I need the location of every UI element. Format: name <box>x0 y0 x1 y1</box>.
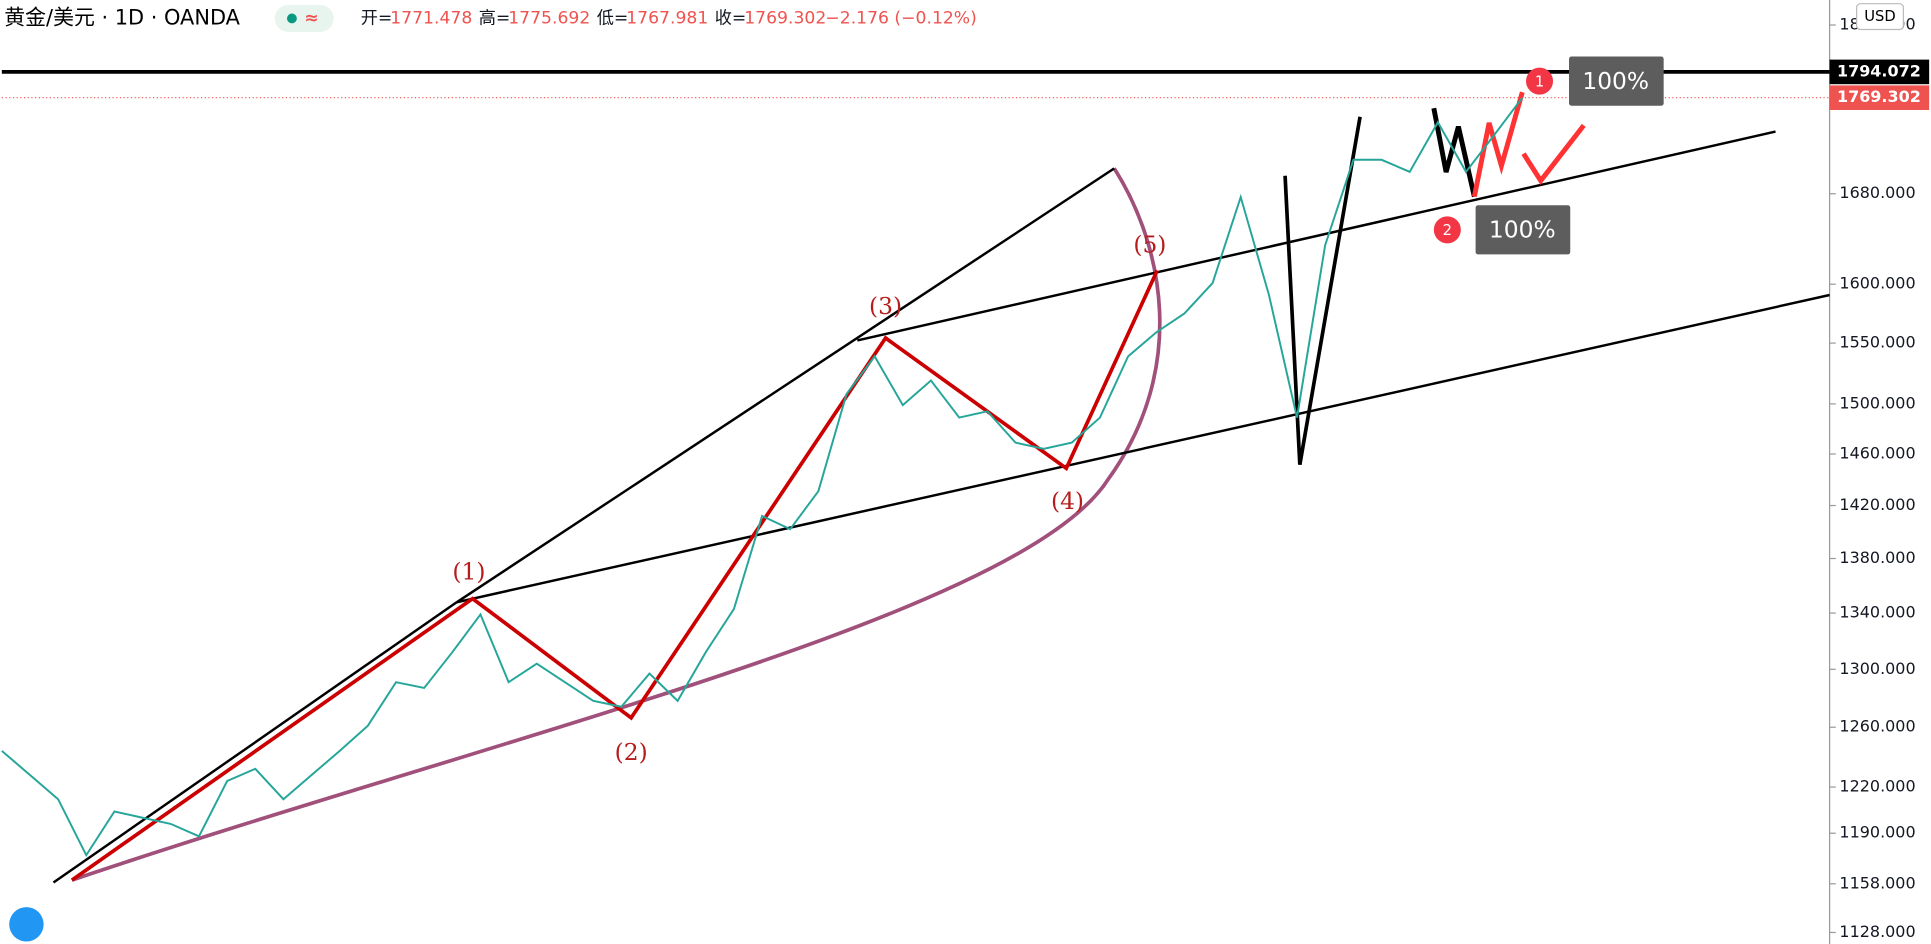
wave-label: (5) <box>1133 230 1166 258</box>
y-tick-label: 1220.000 <box>1839 777 1915 796</box>
price-label: 1769.302 <box>1837 87 1921 106</box>
ohlc-value: 1767.981 <box>626 8 708 28</box>
price-label-box <box>1829 59 1930 85</box>
y-tick-label: 1158.000 <box>1839 873 1915 892</box>
logo[interactable] <box>9 907 44 942</box>
ohlc-value: 1771.478 <box>390 8 472 28</box>
wave-path <box>70 269 1159 882</box>
price-axis-panel <box>1829 0 1930 944</box>
y-tick-label: 1680.000 <box>1839 183 1915 202</box>
trend-line <box>455 167 1115 604</box>
change: −2.176 (−0.12%) <box>825 8 976 28</box>
y-tick-label: 1380.000 <box>1839 548 1915 567</box>
wave-label: (1) <box>452 557 485 585</box>
target-label: 100% <box>1582 67 1649 95</box>
ohlc-label: 收= <box>715 8 747 28</box>
trend-line <box>52 601 458 884</box>
target-badge <box>1526 67 1554 95</box>
ohlc-label: 开= <box>361 8 393 28</box>
channel-line <box>456 293 1830 604</box>
zigzag <box>1283 116 1362 465</box>
target-label: 100% <box>1489 216 1556 244</box>
currency-box <box>1856 3 1904 31</box>
wave-label: (3) <box>869 292 902 320</box>
y-tick-label: 1300.000 <box>1839 659 1915 678</box>
status-icon: ≈ <box>304 8 318 28</box>
y-tick-label: 1190.000 <box>1839 823 1915 842</box>
target-badge-number: 2 <box>1443 222 1452 239</box>
ohlc-label: 低= <box>597 8 629 28</box>
y-tick-label: 1128.000 <box>1839 922 1915 941</box>
currency: USD <box>1864 8 1896 25</box>
price-label-box <box>1829 85 1930 110</box>
price-label: 1794.072 <box>1837 61 1921 80</box>
ohlc-value: 1769.302 <box>744 8 826 28</box>
checkmark <box>1521 123 1586 185</box>
target-box <box>1475 205 1571 255</box>
y-tick-label: 1500.000 <box>1839 393 1915 412</box>
y-tick-label: 1460.000 <box>1839 444 1915 463</box>
arc <box>71 167 1162 882</box>
wave-label: (2) <box>615 738 648 766</box>
ohlc-value: 1775.692 <box>508 8 590 28</box>
target-badge-number: 1 <box>1535 73 1544 90</box>
y-tick-label: 1420.000 <box>1839 495 1915 514</box>
y-tick-label: 1260.000 <box>1839 717 1915 736</box>
zigzag-arrow <box>1471 91 1525 198</box>
channel-line <box>857 130 1776 342</box>
status-dot <box>287 13 297 24</box>
price-line-series <box>1 97 1524 858</box>
y-tick-label: 1600.000 <box>1839 274 1915 293</box>
ohlc: 开=1771.478 高=1775.692 低=1767.981 收=1769.302… <box>361 8 977 28</box>
ohlc-label: 高= <box>479 8 511 28</box>
y-tick-label: 1550.000 <box>1839 333 1915 352</box>
symbol: 黄金/美元 · 1D · OANDA <box>4 5 240 29</box>
status-pill[interactable] <box>274 4 334 32</box>
wave-label: (4) <box>1051 487 1084 515</box>
y-tick-label: 1340.000 <box>1839 603 1915 622</box>
target-box <box>1569 56 1664 106</box>
target-badge <box>1433 216 1461 244</box>
